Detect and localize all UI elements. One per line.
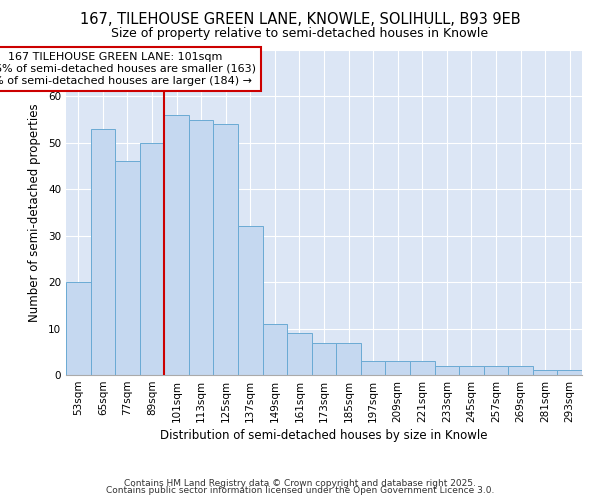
Text: 167, TILEHOUSE GREEN LANE, KNOWLE, SOLIHULL, B93 9EB: 167, TILEHOUSE GREEN LANE, KNOWLE, SOLIH… [80,12,520,28]
Bar [263,324,287,375]
Bar [287,333,312,375]
Bar [410,361,434,375]
Bar [459,366,484,375]
Text: Contains public sector information licensed under the Open Government Licence 3.: Contains public sector information licen… [106,486,494,495]
Bar [164,115,189,375]
Bar [336,342,361,375]
Bar [533,370,557,375]
Bar [385,361,410,375]
Bar [66,282,91,375]
Text: 167 TILEHOUSE GREEN LANE: 101sqm
← 46% of semi-detached houses are smaller (163): 167 TILEHOUSE GREEN LANE: 101sqm ← 46% o… [0,52,256,86]
Bar [214,124,238,375]
Bar [238,226,263,375]
Bar [434,366,459,375]
Bar [189,120,214,375]
X-axis label: Distribution of semi-detached houses by size in Knowle: Distribution of semi-detached houses by … [160,429,488,442]
Bar [361,361,385,375]
Text: Contains HM Land Registry data © Crown copyright and database right 2025.: Contains HM Land Registry data © Crown c… [124,478,476,488]
Bar [91,129,115,375]
Y-axis label: Number of semi-detached properties: Number of semi-detached properties [28,103,41,322]
Text: Size of property relative to semi-detached houses in Knowle: Size of property relative to semi-detach… [112,28,488,40]
Bar [115,162,140,375]
Bar [508,366,533,375]
Bar [557,370,582,375]
Bar [484,366,508,375]
Bar [140,143,164,375]
Bar [312,342,336,375]
